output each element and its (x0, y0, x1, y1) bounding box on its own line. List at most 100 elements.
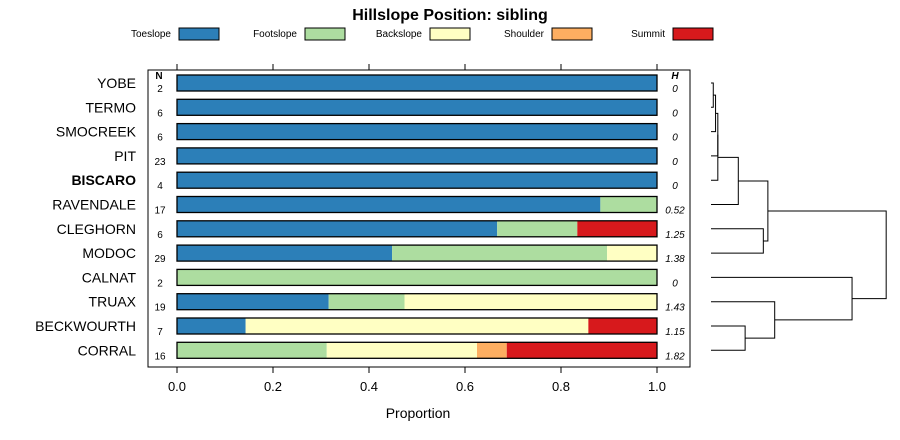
bar-segment-toeslope (177, 147, 657, 164)
bar-segment-footslope (497, 220, 578, 237)
x-axis-title: Proportion (386, 405, 451, 421)
dendrogram-link (711, 228, 764, 254)
n-value: 7 (157, 327, 163, 338)
bar-segment-footslope (177, 342, 327, 359)
bar-segment-summit (577, 220, 657, 237)
legend-swatch-backslope (429, 27, 471, 41)
h-value: 0 (672, 157, 678, 168)
bar-outline (176, 268, 658, 287)
bar-segment-backslope (245, 318, 589, 334)
h-value: 0 (672, 108, 678, 119)
n-value: 23 (154, 157, 166, 168)
row-corral: CORRAL 16 1.82 (78, 341, 685, 362)
bar-outline (176, 147, 658, 165)
dendrogram-link (767, 210, 887, 300)
h-value: 0.52 (665, 206, 685, 217)
dendrogram-link (711, 301, 776, 339)
bar-outline (176, 171, 658, 189)
bar-outline (176, 293, 658, 311)
h-value: 1.38 (665, 254, 685, 265)
bar-segment-toeslope (177, 245, 393, 262)
x-tick-label: 1.0 (648, 379, 666, 394)
bar-segment-footslope (392, 245, 608, 262)
dendrogram-link (711, 276, 853, 321)
bar-outline (176, 317, 658, 335)
dendrogram-link (711, 112, 719, 157)
dendrogram-link (711, 325, 746, 351)
n-value: 4 (157, 181, 163, 192)
n-value: 2 (157, 278, 163, 289)
category-label: TERMO (85, 99, 136, 115)
category-label: PIT (114, 148, 136, 164)
bar-segment-toeslope (177, 172, 657, 189)
n-value: 29 (154, 254, 166, 265)
category-label: CLEGHORN (57, 221, 136, 237)
h-value: 1.15 (665, 327, 685, 338)
row-truax: TRUAX 19 1.43 (89, 293, 685, 314)
legend: Toeslope Footslope Backslope Shoulder Summit (131, 27, 714, 41)
h-value: 1.43 (665, 303, 685, 314)
bar-segment-summit (506, 342, 657, 359)
bar-segment-backslope (404, 293, 657, 310)
h-value: 1.82 (665, 351, 685, 362)
n-value: 6 (157, 108, 163, 119)
row-termo: TERMO 6 0 (85, 98, 678, 119)
x-tick-label: 0.6 (456, 379, 474, 394)
category-label: RAVENDALE (52, 197, 136, 213)
x-tick-label: 0.4 (360, 379, 378, 394)
h-value: 0 (672, 278, 678, 289)
category-label: CALNAT (82, 269, 137, 285)
bar-segment-shoulder (477, 342, 507, 359)
x-tick-label: 0.2 (264, 379, 282, 394)
row-calnat: CALNAT 2 0 (82, 268, 678, 289)
bar-outline (176, 220, 658, 238)
n-column-header: N (155, 71, 162, 82)
legend-label-shoulder: Shoulder (504, 29, 545, 40)
category-label: BECKWOURTH (35, 318, 136, 334)
legend-swatch-footslope (304, 27, 346, 41)
bar-segment-toeslope (177, 75, 657, 91)
row-modoc: MODOC 29 1.38 (82, 244, 685, 265)
legend-swatch-summit (672, 27, 714, 41)
h-column-header: H (671, 71, 679, 82)
h-value: 0 (672, 133, 678, 144)
bar-segment-backslope (607, 245, 657, 262)
bar-segment-backslope (326, 342, 477, 359)
bar-segment-summit (588, 318, 657, 334)
bar-outline (176, 341, 658, 359)
bar-outline (176, 195, 658, 214)
row-pit: PIT 23 0 (114, 147, 678, 168)
bar-segment-toeslope (177, 318, 246, 334)
row-ravendale: RAVENDALE 17 0.52 (52, 195, 685, 217)
row-smocreek: SMOCREEK 6 0 (56, 122, 678, 144)
row-biscaro: BISCARO 4 0 (71, 171, 678, 192)
bar-segment-toeslope (177, 293, 329, 310)
plot-frame (147, 69, 691, 368)
bar-outline (176, 244, 658, 262)
bar-segment-footslope (177, 269, 657, 286)
x-tick-label: 0.0 (168, 379, 186, 394)
x-tick-label: 0.8 (552, 379, 570, 394)
n-value: 6 (157, 230, 163, 241)
category-label: MODOC (82, 245, 136, 261)
legend-swatch-toeslope (178, 27, 220, 41)
dendrogram (711, 82, 887, 351)
bar-outline (176, 74, 658, 92)
bar-segment-toeslope (177, 196, 601, 213)
category-label: TRUAX (89, 294, 137, 310)
bar-segment-toeslope (177, 123, 657, 140)
dendrogram-link (711, 156, 739, 205)
h-value: 0 (672, 84, 678, 95)
bar-outline (176, 98, 658, 116)
chart-title: Hillslope Position: sibling (352, 7, 548, 24)
category-label: SMOCREEK (56, 124, 137, 140)
n-value: 2 (157, 84, 163, 95)
category-label: YOBE (97, 75, 136, 91)
row-beckwourth: BECKWOURTH 7 1.15 (35, 317, 685, 338)
n-value: 19 (154, 303, 166, 314)
dendrogram-link (711, 134, 719, 181)
n-value: 17 (154, 206, 166, 217)
n-value: 16 (154, 351, 166, 362)
row-cleghorn: CLEGHORN 6 1.25 (57, 220, 685, 241)
